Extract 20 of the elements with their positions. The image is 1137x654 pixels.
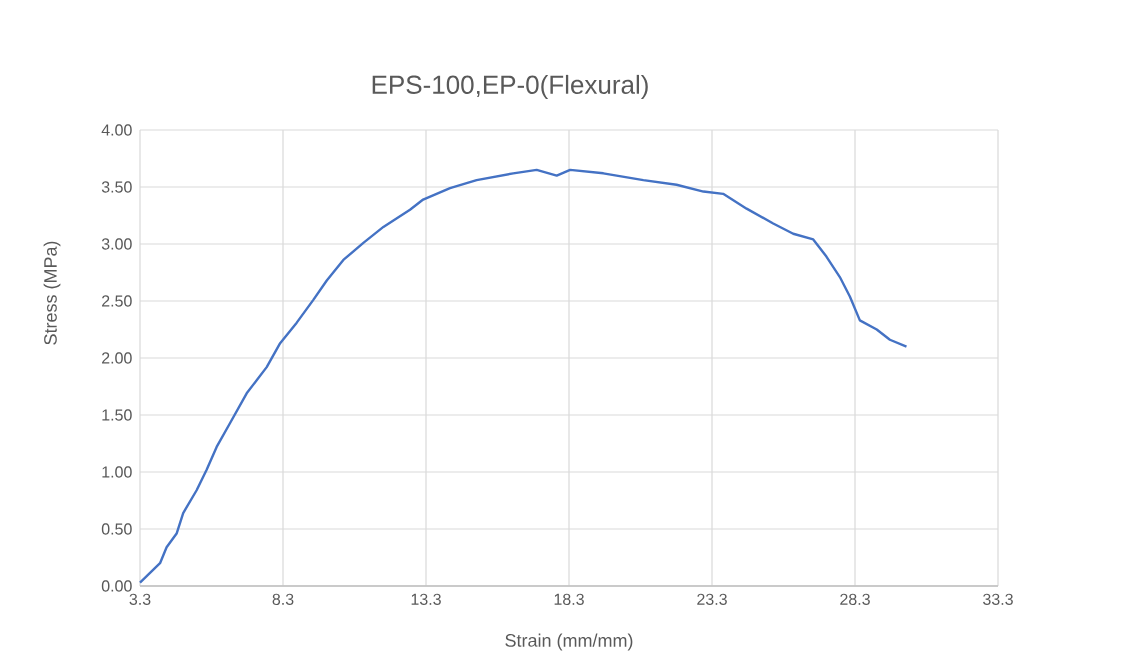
x-tick-label: 33.3 (983, 593, 1013, 606)
y-tick-label: 0.00 (101, 580, 132, 592)
y-tick-label: 3.00 (101, 238, 132, 250)
y-tick-label: 2.50 (102, 295, 132, 307)
y-tick-label: 0.50 (101, 523, 132, 535)
y-tick-label: 1.00 (102, 466, 132, 478)
line-series (138, 168, 908, 584)
y-tick-label: 1.50 (102, 409, 132, 421)
x-tick-label: 8.3 (272, 593, 294, 606)
x-tick-label: 28.3 (840, 593, 870, 606)
x-tick-label: 23.3 (697, 593, 727, 606)
x-tick-label: 18.3 (554, 593, 584, 606)
x-axis-title: Strain (mm/mm) (505, 633, 633, 651)
y-tick-label: 3.50 (101, 181, 132, 193)
y-tick-label: 4.00 (101, 124, 132, 136)
x-tick-label: 13.3 (411, 593, 441, 606)
x-tick-label: 3.3 (129, 593, 151, 606)
y-tick-label: 2.00 (102, 352, 132, 364)
y-axis-title: Stress (MPa) (43, 241, 61, 345)
chart-title: EPS-100,EP-0(Flexural) (372, 75, 648, 100)
